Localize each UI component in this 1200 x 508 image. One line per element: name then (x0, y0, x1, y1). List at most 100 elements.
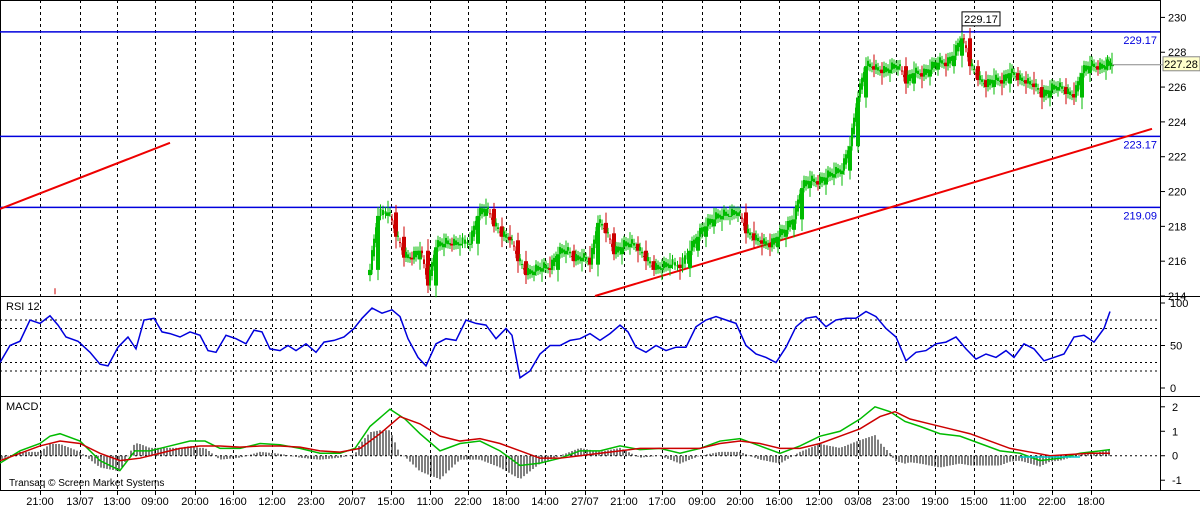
candle-body (551, 259, 553, 270)
x-tick-label: 27/07 (571, 496, 599, 508)
candle-body (1035, 83, 1037, 88)
candle-body (741, 217, 743, 219)
candle-body (415, 250, 417, 258)
candle-body (569, 251, 571, 254)
candle-body (765, 241, 767, 245)
candle-body (447, 240, 449, 245)
x-tick-label: 20:00 (726, 496, 754, 508)
candle-body (1016, 73, 1020, 81)
candle-body (577, 255, 579, 261)
candle-body (728, 215, 732, 217)
x-tick-label: 12:00 (258, 496, 286, 508)
candle-body (556, 254, 560, 270)
candle-body (701, 227, 703, 235)
candle-body (920, 73, 924, 77)
rsi-title: RSI 12 (6, 301, 40, 313)
candle-body (373, 238, 375, 257)
candle-body (633, 243, 635, 246)
candle-body (973, 68, 975, 70)
candle-body (880, 69, 884, 74)
candle-body (572, 250, 576, 262)
candle-body (727, 213, 729, 216)
candle-body (641, 251, 643, 254)
candle-body (725, 211, 727, 216)
candle-body (837, 168, 839, 174)
candle-body (580, 257, 584, 262)
candle-body (853, 117, 855, 135)
candle-body (405, 251, 407, 258)
candle-body (744, 212, 748, 234)
candle-body (596, 222, 600, 265)
candle-body (561, 248, 563, 254)
candle-body (712, 219, 716, 227)
candle-body (1003, 74, 1005, 84)
candle-body (845, 154, 847, 165)
candle-body (1106, 59, 1109, 67)
candle-body (912, 73, 916, 84)
x-tick-label: 09:00 (141, 496, 169, 508)
candle-body (864, 66, 868, 98)
candle-body (593, 239, 595, 255)
candle-body (442, 243, 446, 248)
candle-body (519, 258, 521, 262)
x-tick-label: 15:00 (377, 496, 405, 508)
candle-body (757, 237, 759, 242)
candle-body (755, 234, 757, 241)
candle-body (564, 250, 568, 255)
candle-body (901, 70, 903, 72)
x-tick-label: 20:00 (181, 496, 209, 508)
candle-body (368, 269, 372, 276)
candle-body (947, 57, 949, 67)
candle-body (1096, 66, 1100, 70)
candle-body (468, 243, 472, 245)
x-tick-label: 13:00 (103, 496, 131, 508)
candle-body (867, 60, 869, 67)
candle-body (893, 63, 895, 69)
candle-body (617, 246, 619, 253)
candle-body (1051, 83, 1053, 91)
candle-body (896, 66, 900, 70)
candle-body (979, 75, 981, 81)
candle-body (971, 63, 973, 67)
candle-body (723, 209, 725, 216)
candle-body (439, 241, 441, 247)
x-tick-label: 21:00 (26, 496, 54, 508)
candle-body (941, 60, 943, 64)
candle-body (808, 181, 812, 189)
hline-label: 229.17 (1123, 35, 1157, 47)
candle-body (789, 220, 791, 228)
x-tick-label: 17:00 (648, 496, 676, 508)
candle-body (535, 264, 537, 272)
candle-body (995, 74, 997, 81)
x-tick-label: 12:00 (805, 496, 833, 508)
candle-body (936, 62, 940, 70)
candle-body (717, 213, 719, 219)
rsi-tick-label: 0 (1170, 383, 1176, 395)
x-tick-label: 22:00 (454, 496, 482, 508)
candle-body (426, 250, 430, 286)
candle-body (647, 257, 649, 262)
candle-body (505, 234, 507, 238)
candle-body (816, 181, 820, 185)
candle-body (476, 215, 480, 244)
candle-body (955, 45, 957, 56)
candle-body (715, 212, 717, 220)
candle-body (856, 97, 860, 147)
x-tick-label: 21:00 (610, 496, 638, 508)
candle-body (508, 236, 512, 241)
candle-body (1064, 87, 1068, 95)
candle-body (394, 212, 398, 237)
candle-body (688, 250, 692, 269)
x-tick-label: 13/07 (66, 496, 94, 508)
candle-body (720, 215, 724, 220)
x-tick-label: 23:00 (882, 496, 910, 508)
candle-body (736, 212, 740, 216)
candle-body (992, 80, 996, 88)
candle-body (487, 207, 489, 209)
candle-body (1040, 87, 1044, 98)
candle-body (418, 250, 422, 260)
candle-body (612, 233, 616, 255)
candle-body (553, 257, 555, 266)
candle-body (805, 180, 807, 187)
